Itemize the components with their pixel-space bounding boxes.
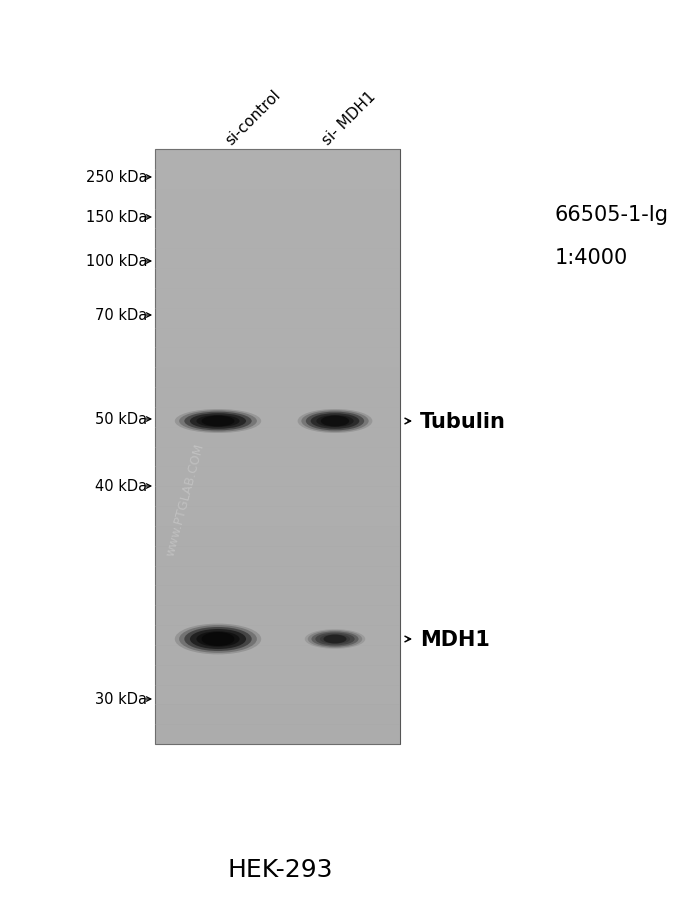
Text: 30 kDa: 30 kDa <box>95 692 147 706</box>
Bar <box>155 229 400 250</box>
Ellipse shape <box>311 631 358 647</box>
Bar <box>155 585 400 606</box>
Bar <box>155 308 400 329</box>
Bar <box>155 546 400 566</box>
Bar <box>155 428 400 448</box>
Bar <box>155 368 400 389</box>
Bar <box>155 408 400 428</box>
Bar <box>155 486 400 508</box>
Ellipse shape <box>184 412 252 431</box>
Text: si-control: si-control <box>222 87 283 148</box>
Bar <box>155 625 400 646</box>
Bar <box>155 189 400 210</box>
Ellipse shape <box>175 410 261 434</box>
Ellipse shape <box>321 416 349 427</box>
Ellipse shape <box>184 627 252 651</box>
Ellipse shape <box>190 414 246 429</box>
Text: 66505-1-Ig: 66505-1-Ig <box>555 205 669 225</box>
Bar <box>155 665 400 686</box>
Bar <box>155 150 400 170</box>
Text: 250 kDa: 250 kDa <box>86 170 147 185</box>
Ellipse shape <box>179 625 257 653</box>
Bar <box>155 724 400 745</box>
Ellipse shape <box>190 630 246 649</box>
Bar <box>155 467 400 488</box>
Bar <box>155 447 400 468</box>
Bar <box>155 506 400 528</box>
Ellipse shape <box>298 410 373 434</box>
Bar <box>155 685 400 705</box>
Text: HEK-293: HEK-293 <box>227 857 333 881</box>
Ellipse shape <box>308 630 362 649</box>
Bar <box>155 269 400 290</box>
Bar <box>155 209 400 230</box>
Ellipse shape <box>196 631 240 647</box>
Bar <box>155 605 400 626</box>
Text: si- MDH1: si- MDH1 <box>319 88 379 148</box>
Ellipse shape <box>315 633 354 646</box>
Text: 1:4000: 1:4000 <box>555 248 628 268</box>
Text: 100 kDa: 100 kDa <box>86 254 147 269</box>
Ellipse shape <box>175 624 261 655</box>
Ellipse shape <box>323 635 346 644</box>
Text: MDH1: MDH1 <box>420 630 490 649</box>
Ellipse shape <box>179 410 257 432</box>
Ellipse shape <box>306 412 365 431</box>
Ellipse shape <box>196 416 240 428</box>
Text: www.PTGLAB.COM: www.PTGLAB.COM <box>163 442 207 557</box>
Ellipse shape <box>202 416 234 427</box>
Ellipse shape <box>202 632 234 646</box>
Text: 70 kDa: 70 kDa <box>95 308 147 323</box>
Bar <box>155 328 400 349</box>
Text: Tubulin: Tubulin <box>420 411 506 431</box>
Bar <box>155 388 400 409</box>
Ellipse shape <box>320 634 350 644</box>
Bar <box>155 645 400 666</box>
Bar <box>155 704 400 725</box>
Text: 150 kDa: 150 kDa <box>86 210 147 226</box>
Bar <box>155 170 400 190</box>
Ellipse shape <box>317 416 354 428</box>
Text: 50 kDa: 50 kDa <box>95 412 147 427</box>
Bar <box>155 348 400 369</box>
Bar <box>155 566 400 586</box>
Text: 40 kDa: 40 kDa <box>95 479 147 494</box>
Ellipse shape <box>304 630 365 649</box>
Bar <box>155 289 400 309</box>
Bar <box>155 526 400 547</box>
Ellipse shape <box>310 414 359 429</box>
Bar <box>155 249 400 270</box>
Ellipse shape <box>301 410 369 432</box>
Bar <box>155 150 400 744</box>
